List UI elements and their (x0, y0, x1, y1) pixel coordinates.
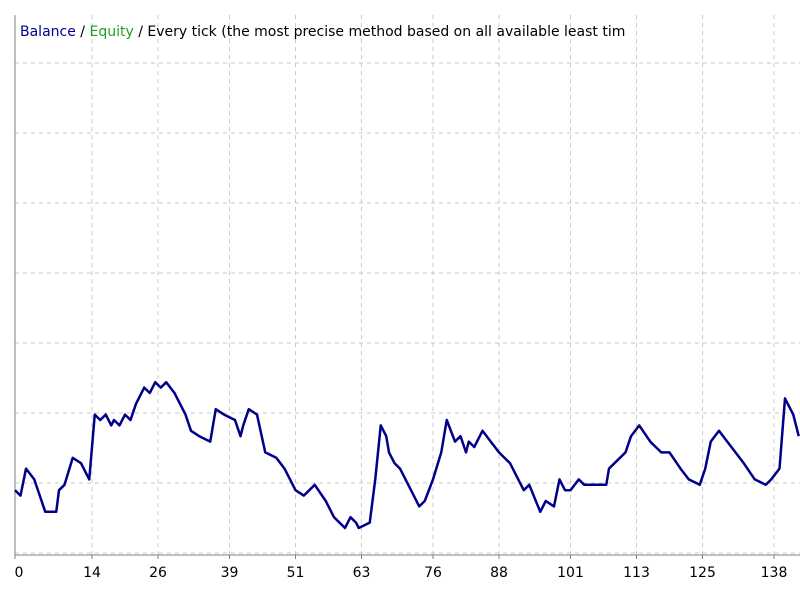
x-tick-label: 51 (287, 565, 305, 581)
x-tick-label: 39 (221, 565, 239, 581)
legend-entry: Equity (89, 24, 133, 40)
x-tick-label: 63 (353, 565, 371, 581)
x-tick-label: 26 (149, 565, 167, 581)
chart-subtitle: Every tick (the most precise method base… (147, 24, 625, 40)
x-tick-label: 101 (557, 565, 584, 581)
balance-line (14, 380, 800, 530)
x-tick-label: 76 (424, 565, 442, 581)
x-tick-label: 0 (15, 565, 24, 581)
x-tick-label: 113 (623, 565, 650, 581)
x-tick-label: 138 (761, 565, 788, 581)
legend-entry: Balance (20, 24, 76, 40)
x-tick-label: 125 (689, 565, 716, 581)
chart-header: Balance / Equity / Every tick (the most … (20, 24, 625, 40)
x-tick-label: 14 (83, 565, 101, 581)
x-tick-label: 88 (490, 565, 508, 581)
separator: / (138, 24, 143, 40)
separator: / (80, 24, 85, 40)
